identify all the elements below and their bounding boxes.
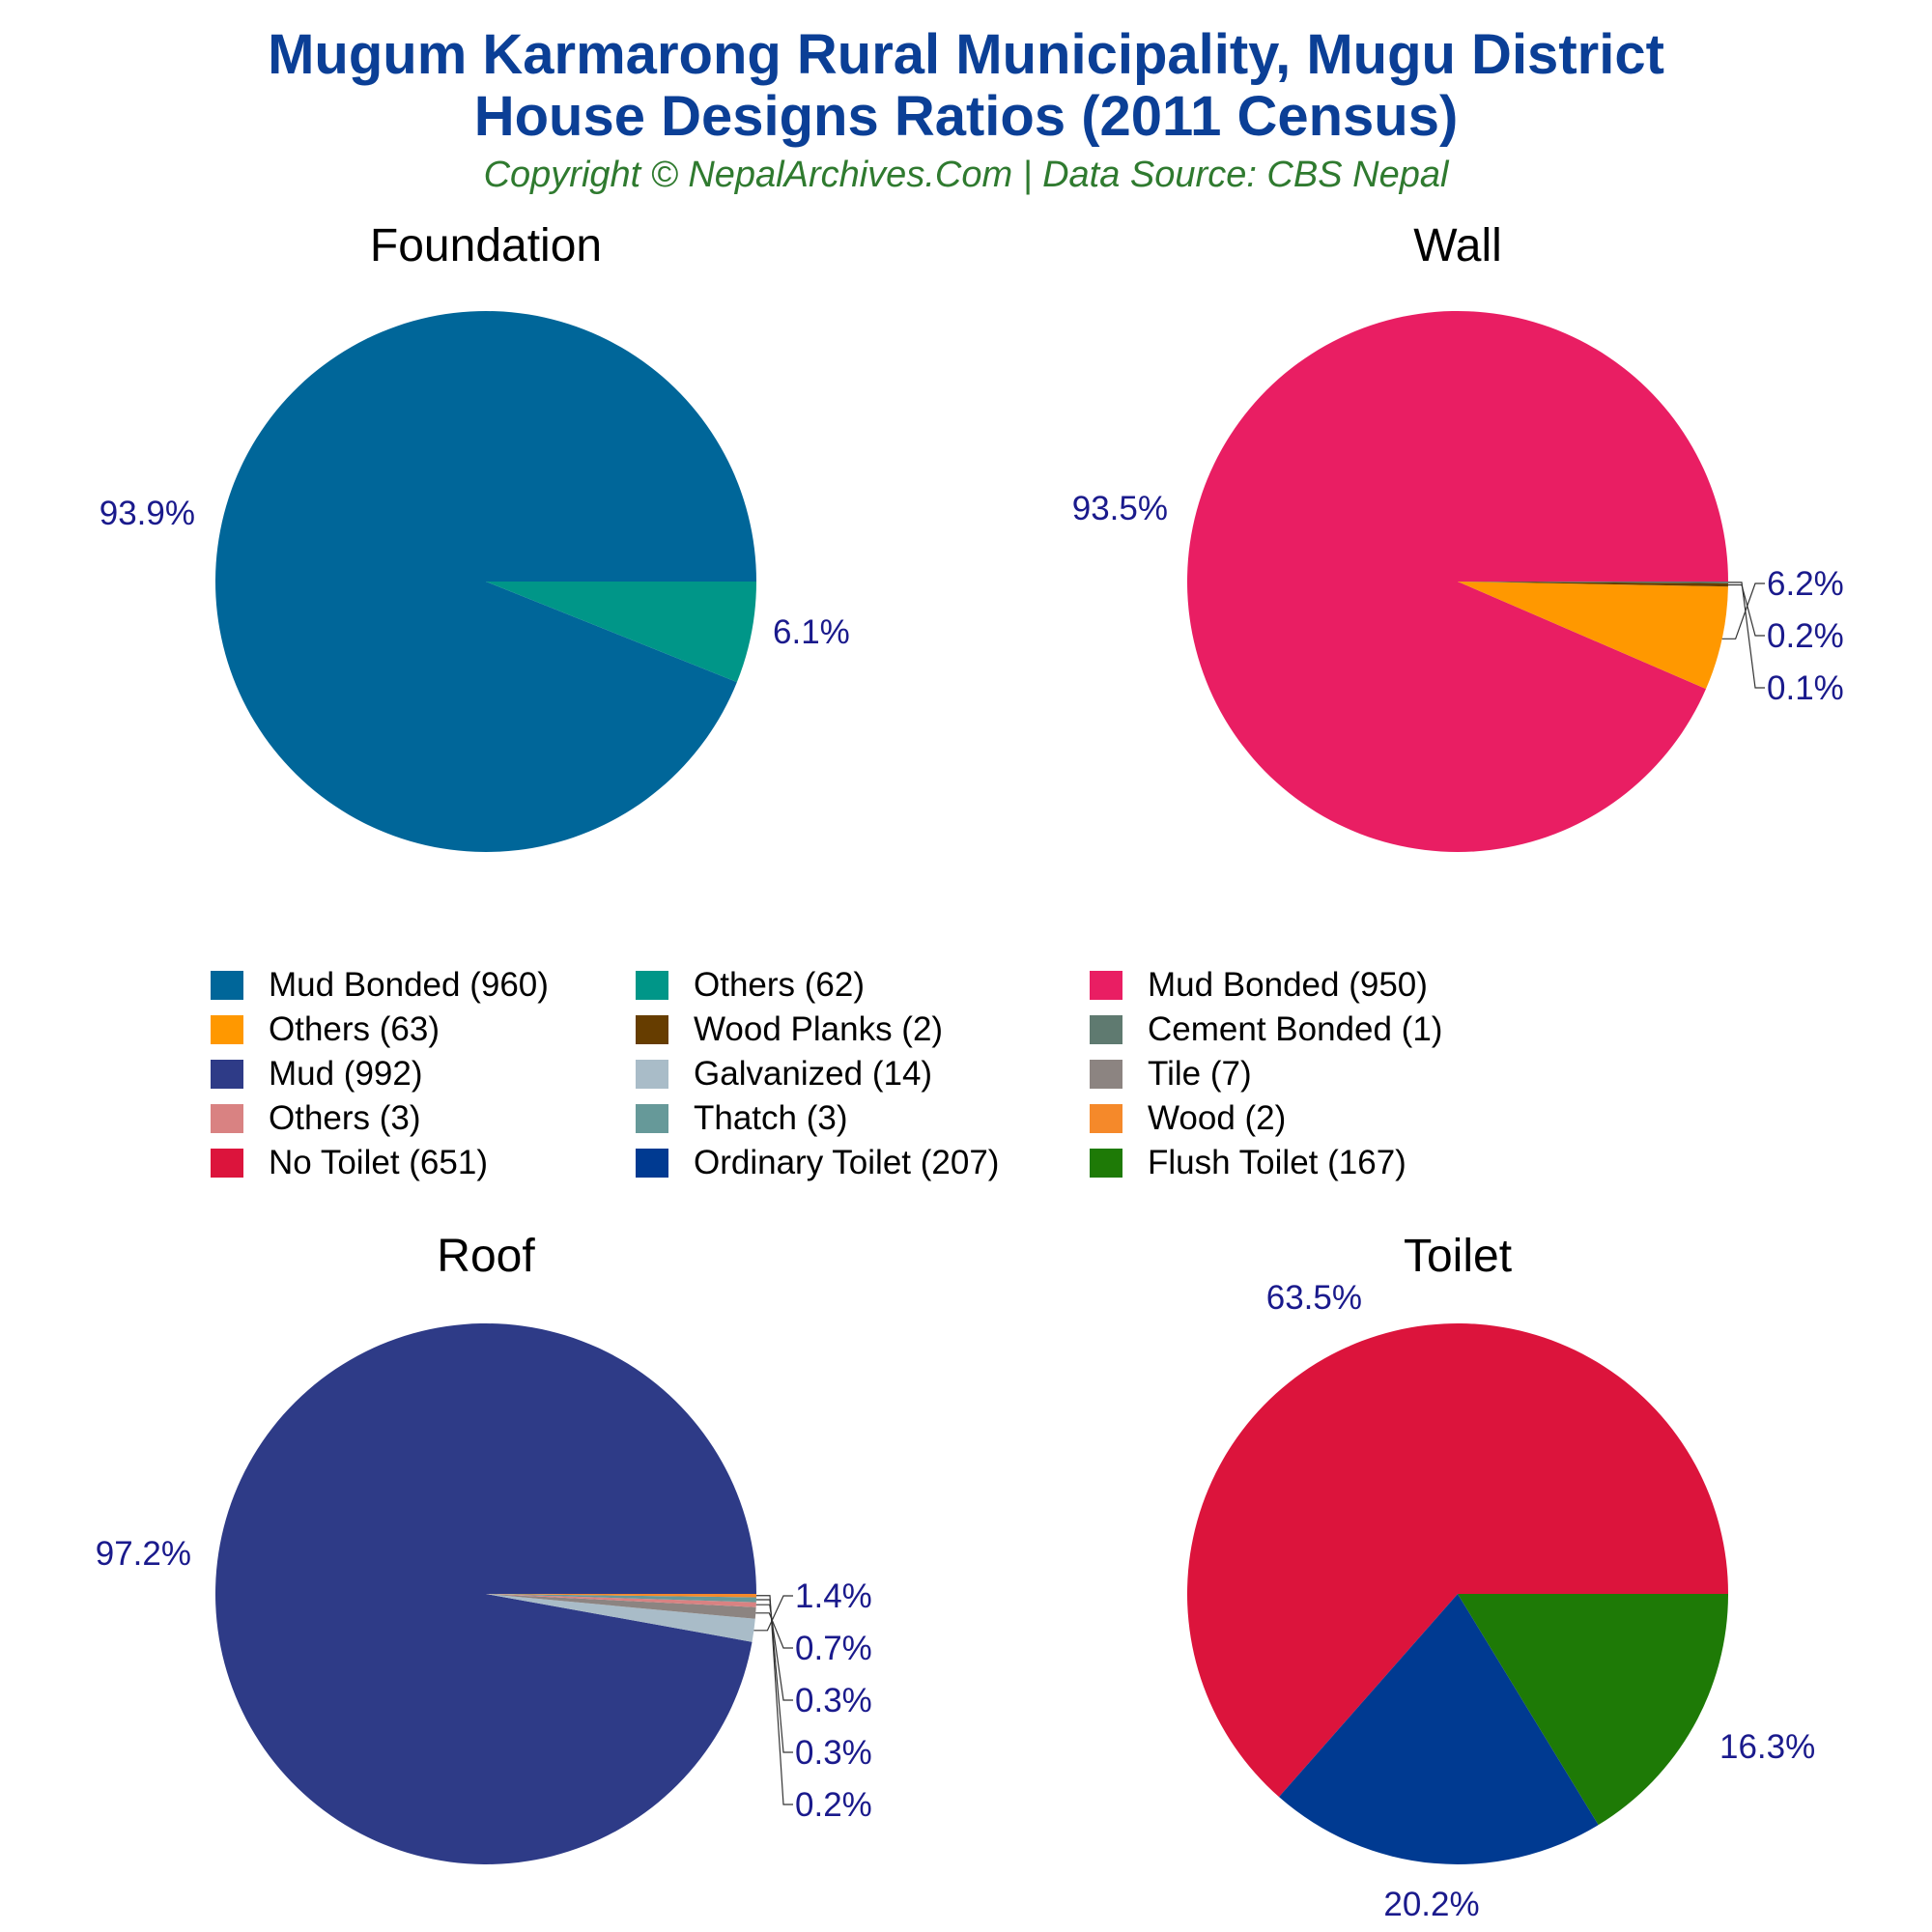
page-title-line-1: Mugum Karmarong Rural Municipality, Mugu… [268, 23, 1664, 86]
pct-label: 93.9% [99, 495, 195, 532]
pie-slice-no-toilet [1186, 1323, 1728, 1798]
legend-item: Mud (992) [211, 1053, 423, 1095]
legend-label: Wood Planks (2) [694, 1010, 944, 1048]
legend-item: Wood Planks (2) [636, 1009, 943, 1051]
legend-item: Others (62) [636, 964, 865, 1007]
leader-line [1727, 582, 1765, 689]
pie-slice-tile [486, 1594, 756, 1619]
page-title-line-2: House Designs Ratios (2011 Census) [473, 85, 1459, 148]
legend-swatch [211, 1060, 243, 1089]
pie-chart-wall: Wall 93.5% 6.2% 0.2% 0.1% [1072, 220, 1844, 853]
pie-slice-others [486, 1594, 756, 1607]
legend-swatch [211, 1149, 243, 1178]
legend-item: Tile (7) [1090, 1053, 1252, 1095]
legend-swatch [1090, 1104, 1122, 1133]
pct-label: 6.1% [773, 613, 850, 651]
legend-item: Cement Bonded (1) [1090, 1009, 1442, 1051]
legend-label: Mud (992) [269, 1055, 423, 1093]
legend-swatch [1090, 971, 1122, 1000]
legend-swatch [636, 971, 668, 1000]
legend-label: Tile (7) [1148, 1055, 1252, 1093]
legend-label: Others (63) [269, 1010, 440, 1048]
pie-title-roof: Roof [437, 1231, 535, 1282]
legend-item: Mud Bonded (960) [211, 964, 549, 1007]
pie-slice-wood [486, 1594, 756, 1598]
legend-item: Thatch (3) [636, 1097, 848, 1140]
legend-label: Others (3) [269, 1099, 421, 1137]
pie-slice-galvanized [486, 1594, 755, 1642]
pie-title-toilet: Toilet [1404, 1231, 1512, 1282]
pct-label: 0.2% [795, 1786, 872, 1824]
legend-label: Galvanized (14) [694, 1055, 933, 1093]
pie-slice-others [1458, 582, 1728, 690]
legend-swatch [211, 971, 243, 1000]
pie-chart-toilet: Toilet 63.5% 20.2% 16.3% [1186, 1231, 1815, 1923]
legend-item: Galvanized (14) [636, 1053, 932, 1095]
leader-line [755, 1595, 793, 1805]
legend-label: Thatch (3) [694, 1099, 848, 1137]
pie-slice-others [486, 582, 756, 683]
pct-label: 20.2% [1383, 1886, 1479, 1923]
pct-label: 0.1% [1767, 669, 1844, 707]
pie-slice-thatch [486, 1594, 756, 1603]
leader-line [755, 1599, 793, 1753]
pie-slice-wood-planks [1458, 582, 1728, 587]
legend-swatch [1090, 1060, 1122, 1089]
pct-label: 0.7% [795, 1630, 872, 1667]
legend-item: Mud Bonded (950) [1090, 964, 1428, 1007]
pie-chart-roof: Roof 97.2% 1.4% 0.7% 0.3% 0.3% 0.2% [96, 1231, 872, 1864]
legend-label: Ordinary Toilet (207) [694, 1144, 1000, 1181]
leader-line [753, 1595, 793, 1632]
pct-label: 6.2% [1767, 565, 1844, 603]
leader-line [755, 1612, 793, 1649]
pct-label: 0.3% [795, 1734, 872, 1772]
legend-swatch [1090, 1015, 1122, 1044]
leader-line [755, 1604, 793, 1701]
legend-swatch [636, 1149, 668, 1178]
pct-label: 0.3% [795, 1682, 872, 1719]
leader-line [1727, 583, 1765, 637]
legend-swatch [211, 1015, 243, 1044]
legend-label: Others (62) [694, 966, 865, 1004]
pie-title-wall: Wall [1413, 220, 1502, 271]
legend-swatch [211, 1104, 243, 1133]
legend-item: Flush Toilet (167) [1090, 1142, 1406, 1184]
pct-label: 1.4% [795, 1577, 872, 1615]
legend-label: Cement Bonded (1) [1148, 1010, 1443, 1048]
pie-slice-ordinary-toilet [1278, 1594, 1599, 1864]
legend-label: No Toilet (651) [269, 1144, 488, 1181]
pie-chart-foundation: Foundation 93.9% 6.1% [99, 220, 850, 852]
legend-item: Others (3) [211, 1097, 421, 1140]
legend-item: No Toilet (651) [211, 1142, 488, 1184]
legend-swatch [1090, 1149, 1122, 1178]
legend-label: Mud Bonded (960) [269, 966, 549, 1004]
page-subtitle: Copyright © NepalArchives.Com | Data Sou… [483, 155, 1449, 195]
legend-label: Mud Bonded (950) [1148, 966, 1428, 1004]
legend-swatch [636, 1060, 668, 1089]
pie-slice-flush-toilet [1458, 1594, 1728, 1826]
legend-item: Others (63) [211, 1009, 440, 1051]
pct-label: 16.3% [1719, 1728, 1815, 1766]
pie-slice-mud [215, 1322, 757, 1864]
legend-item: Wood (2) [1090, 1097, 1286, 1140]
pie-slice-cement-bonded [1458, 582, 1728, 583]
pct-label: 63.5% [1266, 1279, 1362, 1317]
legend-swatch [636, 1015, 668, 1044]
legend-label: Wood (2) [1148, 1099, 1287, 1137]
pie-title-foundation: Foundation [370, 220, 602, 271]
pct-label: 0.2% [1767, 617, 1844, 655]
legend-item: Ordinary Toilet (207) [636, 1142, 999, 1184]
pct-label: 97.2% [96, 1535, 191, 1573]
legend-label: Flush Toilet (167) [1148, 1144, 1406, 1181]
legend-swatch [636, 1104, 668, 1133]
pct-label: 93.5% [1072, 490, 1168, 527]
